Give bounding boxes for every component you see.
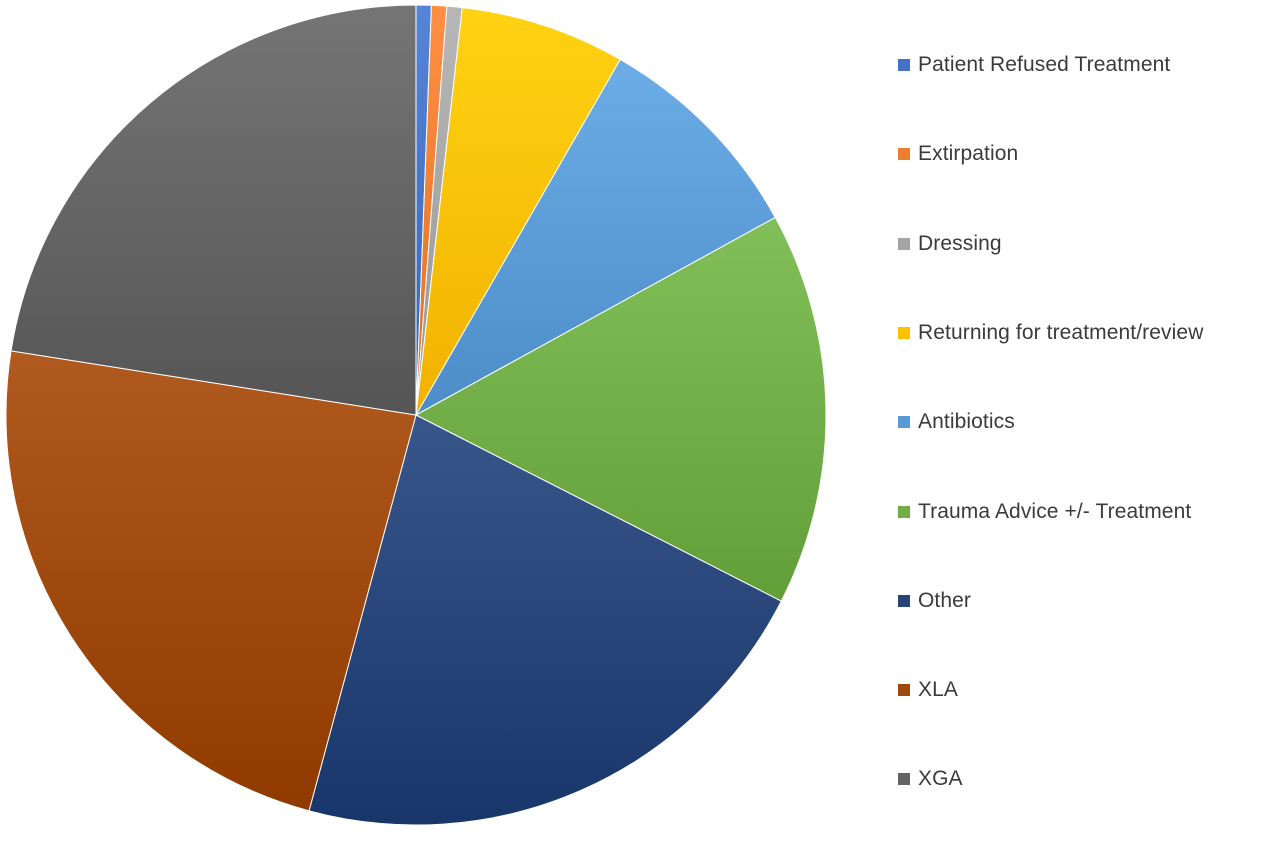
pie-slice-xga [10,4,417,416]
legend-swatch [898,416,910,429]
legend-label: Patient Refused Treatment [918,53,1171,76]
legend-swatch [898,59,910,71]
legend-swatch [898,773,910,786]
legend-swatch [898,684,910,697]
pie-slice-returning-for-treatment-review [415,7,621,416]
legend-label: Extirpation [918,142,1019,166]
legend-swatch [898,237,910,250]
pie-slices [5,4,827,826]
legend-item: XGA [898,764,963,794]
pie-slice-trauma-advice-treatment [414,216,827,602]
legend-item: XLA [898,675,958,705]
legend-item: Dressing [898,229,1002,259]
legend-label: Returning for treatment/review [918,320,1204,344]
legend-swatch [898,505,910,518]
pie-plot-area [5,4,827,826]
legend-label: Other [918,588,972,612]
pie-slice-xla [5,350,417,812]
legend-item: Returning for treatment/review [898,318,1203,348]
legend-item: Other [898,586,971,616]
legend-label: Dressing [918,231,1002,255]
legend-label: XGA [918,767,963,791]
legend-item: Antibiotics [898,407,1015,437]
legend-item: Trauma Advice +/- Treatment [898,497,1191,527]
legend-item: Patient Refused Treatment [898,50,1170,80]
pie-slice-antibiotics [414,58,776,417]
pie-slice-other [308,414,782,826]
legend-swatch [898,148,910,161]
legend-label: Antibiotics [918,410,1015,434]
legend-swatch [898,326,910,339]
legend-swatch [898,594,910,607]
legend-label: XLA [918,678,958,702]
legend-label: Trauma Advice +/- Treatment [918,499,1192,523]
legend-item: Extirpation [898,139,1018,169]
